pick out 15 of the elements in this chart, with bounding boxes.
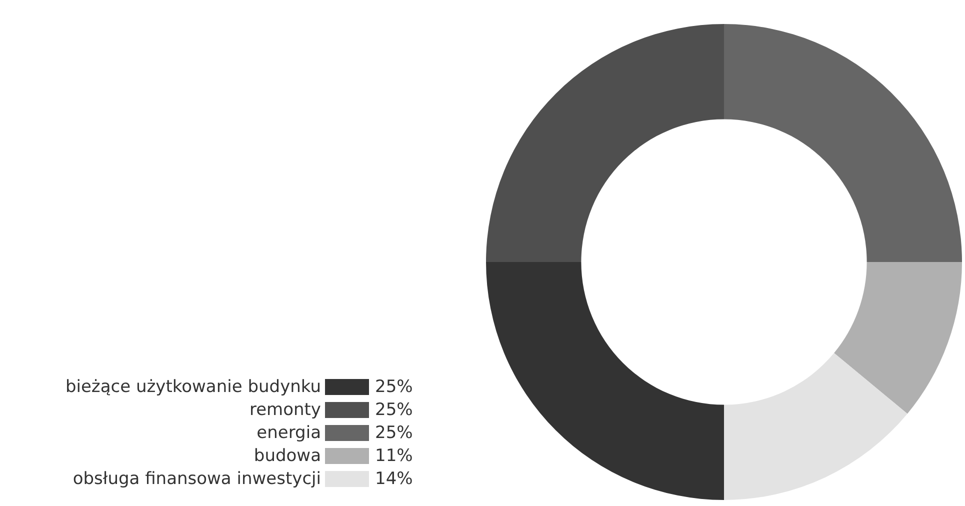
data-label: 14% xyxy=(375,469,413,489)
legend-label: bieżące użytkowanie budynku xyxy=(65,377,321,397)
legend-label: obsługa finansowa inwestycji xyxy=(72,469,321,489)
donut-slice xyxy=(724,353,908,500)
data-label: 25% xyxy=(375,400,413,420)
donut-slice xyxy=(486,262,724,500)
data-label: 25% xyxy=(375,377,413,397)
data-label: 25% xyxy=(375,423,413,443)
donut-slice xyxy=(834,262,962,414)
legend-label: energia xyxy=(256,423,321,443)
legend-label: remonty xyxy=(249,400,321,420)
donut-slice xyxy=(724,24,962,262)
data-label: 11% xyxy=(375,446,413,466)
donut-slice xyxy=(486,24,724,262)
legend-label: budowa xyxy=(254,446,321,466)
